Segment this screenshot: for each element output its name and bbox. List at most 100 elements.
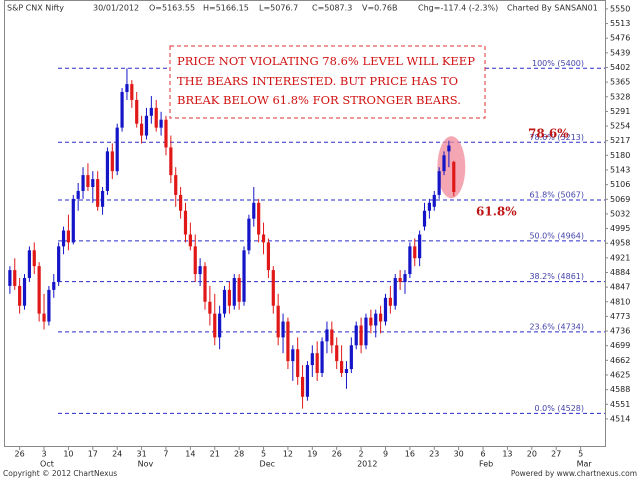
candle-body xyxy=(281,321,285,338)
y-tick-label: 4810 xyxy=(610,297,630,306)
candle-body xyxy=(432,194,436,207)
candle-body xyxy=(61,230,66,247)
x-tick-label: 21 xyxy=(210,450,220,459)
y-tick-label: 4551 xyxy=(610,400,630,409)
candle-body xyxy=(320,341,324,373)
candle-body xyxy=(325,329,329,342)
y-tick-label: 5291 xyxy=(610,107,630,116)
candle-body xyxy=(149,107,153,116)
x-tick-label: 12 xyxy=(283,450,293,459)
x-tick-label: 10 xyxy=(63,450,73,459)
annotation-line: BREAK BELOW 61.8% FOR STRONGER BEARS. xyxy=(177,93,461,107)
candle-body xyxy=(135,99,139,124)
y-tick-label: 5254 xyxy=(610,122,630,131)
candle-body xyxy=(276,305,280,338)
candle-body xyxy=(237,278,241,302)
x-tick-label: 23 xyxy=(429,450,439,459)
marks: 4514 4551 4588 4625 4662 4699 4736 4773 4810 4847… xyxy=(8,4,630,469)
candle-body xyxy=(154,107,158,128)
month-label: Oct xyxy=(40,460,54,469)
candle-body xyxy=(393,278,397,306)
candle-body xyxy=(100,190,105,207)
y-tick-label: 4995 xyxy=(610,224,630,233)
month-label: Nov xyxy=(138,460,154,469)
candle-body xyxy=(388,297,392,306)
candle-body xyxy=(105,151,110,191)
x-tick-label: 26 xyxy=(332,450,342,459)
candle-body xyxy=(193,246,197,275)
candle-body xyxy=(86,175,90,187)
y-tick-label: 4736 xyxy=(610,327,630,336)
candle-body xyxy=(252,202,256,219)
x-tick-label: 5 xyxy=(261,450,266,459)
candle-body xyxy=(369,317,373,326)
header-high: H=5166.15 xyxy=(203,4,249,13)
x-tick-label: 6 xyxy=(481,450,486,459)
month-label: 2012 xyxy=(357,460,377,469)
header-change: Chg=-117.4 (-2.3%) xyxy=(418,4,498,13)
y-tick-label: 4662 xyxy=(610,356,630,365)
x-tick-label: 14 xyxy=(185,450,195,459)
candle-body xyxy=(120,92,124,128)
candle-body xyxy=(208,301,212,314)
fib-label: 100% (5400) xyxy=(532,59,584,68)
y-tick-label: 5476 xyxy=(610,34,630,43)
candle-body xyxy=(403,274,407,282)
footer-left: Copyright © 2012 ChartNexus xyxy=(3,469,117,478)
candle-body xyxy=(437,171,441,195)
candle-body xyxy=(447,145,451,152)
candle-body xyxy=(422,210,427,227)
chart-title: S&P CNX Nifty xyxy=(7,4,64,13)
annotation-line: THE BEARS INTERESTED. BUT PRICE HAS TO xyxy=(177,74,458,88)
fib-label: 50.0% (4964) xyxy=(529,231,584,240)
candle-body xyxy=(203,266,207,302)
x-tick-label: 16 xyxy=(405,450,415,459)
candle-body xyxy=(32,250,36,267)
candle-body xyxy=(188,234,192,247)
candle-body xyxy=(179,194,183,211)
candle-body xyxy=(91,179,95,187)
x-tick-label: 7 xyxy=(163,450,168,459)
candle-body xyxy=(242,250,246,302)
x-tick-label: 13 xyxy=(502,450,512,459)
candle-body xyxy=(398,278,402,282)
header-date: 30/01/2012 xyxy=(93,4,139,13)
candle-body xyxy=(159,119,163,128)
y-tick-label: 5180 xyxy=(610,151,630,160)
callout: 61.8% xyxy=(476,205,517,219)
month-label: Dec xyxy=(260,460,275,469)
candle-body xyxy=(344,369,349,373)
candle-body xyxy=(364,317,368,346)
y-tick-label: 4773 xyxy=(610,312,630,321)
y-tick-label: 4699 xyxy=(610,341,630,350)
candle-body xyxy=(37,266,41,314)
candle-body xyxy=(57,246,61,282)
candle-body xyxy=(266,242,271,271)
candle-body xyxy=(271,270,275,306)
x-tick-label: 17 xyxy=(88,450,98,459)
annotation-line: PRICE NOT VIOLATING 78.6% LEVEL WILL KEE… xyxy=(177,54,475,68)
month-label: Mar xyxy=(577,460,593,469)
y-tick-label: 5106 xyxy=(610,180,630,189)
candle-body xyxy=(305,365,310,397)
candle-body xyxy=(183,210,188,235)
candle-body xyxy=(222,289,227,314)
month-label: Feb xyxy=(479,460,493,469)
fib-label: 23.6% (4734) xyxy=(529,322,584,331)
y-tick-label: 4921 xyxy=(610,253,630,262)
candle-body xyxy=(174,175,178,195)
header-low: L=5076.7 xyxy=(259,4,298,13)
y-tick-label: 4514 xyxy=(610,414,630,423)
x-tick-label: 31 xyxy=(136,450,146,459)
x-tick-label: 3 xyxy=(41,450,46,459)
candle-body xyxy=(76,190,80,199)
x-tick-label: 20 xyxy=(527,450,537,459)
fib-label: 38.2% (4861) xyxy=(529,272,584,281)
candle-body xyxy=(286,321,290,362)
candle-body xyxy=(18,285,22,306)
candle-body xyxy=(335,345,339,362)
y-tick-label: 5550 xyxy=(610,4,630,13)
y-tick-label: 4884 xyxy=(610,268,630,277)
candle-body xyxy=(418,234,422,259)
